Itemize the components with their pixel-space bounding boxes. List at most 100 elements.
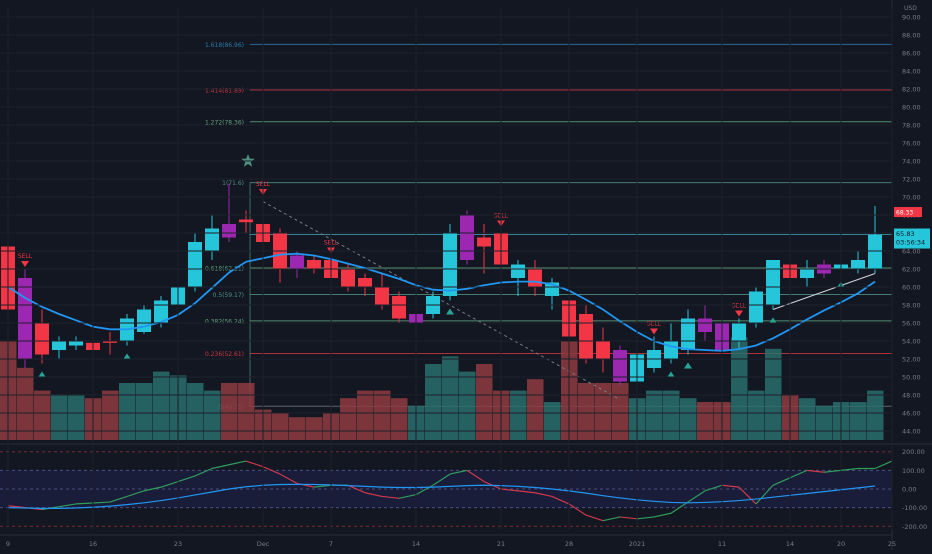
candle-body <box>868 234 882 269</box>
candle-body <box>732 323 746 341</box>
y-tick-label: 46.00 <box>902 410 921 418</box>
last-price-text: 65.83 <box>896 230 915 238</box>
countdown-text: 03:56:34 <box>896 239 925 247</box>
buy-arrow-icon <box>769 317 777 324</box>
oscillator-line-1 <box>755 484 774 505</box>
oscillator-line-1 <box>398 494 417 499</box>
oscillator-line-1 <box>687 490 706 503</box>
x-tick-label: 14 <box>786 540 794 548</box>
fib-label: 0.5(59.17) <box>213 292 244 299</box>
oscillator-line-1 <box>347 484 366 494</box>
oscillator-line-1 <box>109 495 128 503</box>
sell-label: SELL <box>732 303 747 310</box>
oscillator-line-1 <box>279 473 298 484</box>
last-price-tag <box>894 228 930 249</box>
volume-bar <box>306 417 323 440</box>
oscillator-line-1 <box>823 469 842 473</box>
candle-body <box>358 278 372 287</box>
candle-body <box>205 228 219 251</box>
candle-body <box>239 219 253 223</box>
oscillator-line-1 <box>500 488 519 492</box>
volume-bar <box>425 364 442 440</box>
oscillator-line-1 <box>75 502 94 505</box>
volume-bar <box>867 390 884 440</box>
y-tick-label: 74.00 <box>902 158 921 166</box>
volume-bar <box>187 383 204 440</box>
candle-body <box>511 264 525 278</box>
volume-bar <box>459 371 476 440</box>
y-tick-label: 62.00 <box>902 266 921 274</box>
alert-price-text: 68.33 <box>896 210 913 217</box>
volume-bar <box>136 383 153 440</box>
volume-bar <box>731 337 748 440</box>
candle-body <box>35 323 49 355</box>
oscillator-line-2 <box>7 483 876 509</box>
oscillator-line-1 <box>653 512 672 518</box>
dashed-trendline <box>262 201 621 400</box>
sell-label: SELL <box>647 321 662 328</box>
volume-bar <box>595 383 612 440</box>
oscillator-line-1 <box>874 460 893 470</box>
candle-body <box>800 269 814 278</box>
fib-label: 0.382(56.24) <box>205 318 244 325</box>
buy-arrow-icon <box>123 353 131 360</box>
oscillator-line-1 <box>262 466 281 475</box>
oscillator-line-1 <box>211 464 230 470</box>
oscillator-line-1 <box>602 516 621 522</box>
oscillator-line-1 <box>517 490 536 494</box>
fib-label: 1.272(78.36) <box>205 119 244 126</box>
oscillator-line-1 <box>432 473 451 486</box>
candle-body <box>443 233 457 296</box>
oscillator-line-1 <box>160 480 179 488</box>
volume-bar <box>374 390 391 440</box>
time-axis[interactable]: 9 16 23 Dec 7 14 21 28 2021 11 14 20 25 <box>0 8 896 548</box>
oscillator-line-1 <box>177 475 196 483</box>
volume-bar <box>646 390 663 440</box>
oscillator-line-1 <box>313 484 332 488</box>
y-tick-label: 60.00 <box>902 284 921 292</box>
candle-body <box>307 260 321 269</box>
volume-bar <box>221 383 238 440</box>
ema-polyline <box>7 252 876 352</box>
candle-body <box>290 255 304 269</box>
volume-bar <box>816 405 833 440</box>
oscillator-line-1 <box>194 467 213 477</box>
candle-body <box>375 287 389 305</box>
x-tick-label: 20 <box>837 540 845 548</box>
oscillator-line-1 <box>568 503 587 516</box>
oscillator-line-1 <box>789 469 808 479</box>
volume-bar <box>34 390 51 440</box>
volume-bar <box>153 371 170 440</box>
oscillator-line-1 <box>7 505 26 509</box>
x-tick-label: 28 <box>565 540 573 548</box>
y-tick-label: 76.00 <box>902 140 921 148</box>
y-tick-label: 72.00 <box>902 176 921 184</box>
x-tick-label: 25 <box>888 540 896 548</box>
volume-bar <box>51 394 68 440</box>
volume-bar <box>102 390 119 440</box>
candle-body <box>154 300 168 323</box>
candle-body <box>69 341 83 346</box>
oscillator-tick: 100.00 <box>902 467 925 475</box>
volume-bar <box>119 383 136 440</box>
x-tick-label: 16 <box>89 540 97 548</box>
y-tick-label: 58.00 <box>902 302 921 310</box>
volume-bar <box>510 390 527 440</box>
oscillator-line-1 <box>619 516 638 520</box>
y-tick-label: 90.00 <box>902 14 921 22</box>
oscillator-line-1 <box>806 469 825 473</box>
oscillator-line-1 <box>738 486 757 505</box>
oscillator-line-1 <box>58 503 77 508</box>
volume-bar <box>850 402 867 440</box>
oscillator-tick: 200.00 <box>902 448 925 456</box>
volume-bar <box>204 390 221 440</box>
buy-arrow-icon <box>446 308 454 315</box>
x-tick-label: 7 <box>329 540 333 548</box>
y-tick-label: 50.00 <box>902 374 921 382</box>
volume-bar <box>544 402 561 440</box>
sell-arrow-icon <box>21 261 29 267</box>
